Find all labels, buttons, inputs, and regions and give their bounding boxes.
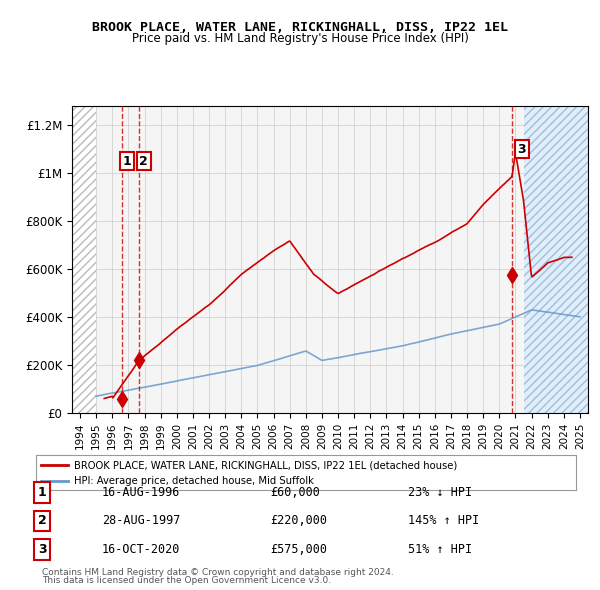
- Text: BROOK PLACE, WATER LANE, RICKINGHALL, DISS, IP22 1EL: BROOK PLACE, WATER LANE, RICKINGHALL, DI…: [92, 21, 508, 34]
- Text: 28-AUG-1997: 28-AUG-1997: [102, 514, 181, 527]
- Text: 1: 1: [38, 486, 46, 499]
- Text: 2: 2: [38, 514, 46, 527]
- Text: 3: 3: [38, 543, 46, 556]
- Text: HPI: Average price, detached house, Mid Suffolk: HPI: Average price, detached house, Mid …: [74, 476, 314, 486]
- Text: This data is licensed under the Open Government Licence v3.0.: This data is licensed under the Open Gov…: [42, 576, 331, 585]
- Text: £575,000: £575,000: [270, 543, 327, 556]
- Bar: [523, 106, 588, 413]
- Text: 23% ↓ HPI: 23% ↓ HPI: [408, 486, 472, 499]
- Text: 1: 1: [123, 155, 131, 168]
- Text: BROOK PLACE, WATER LANE, RICKINGHALL, DISS, IP22 1EL (detached house): BROOK PLACE, WATER LANE, RICKINGHALL, DI…: [74, 460, 457, 470]
- Text: Contains HM Land Registry data © Crown copyright and database right 2024.: Contains HM Land Registry data © Crown c…: [42, 568, 394, 577]
- Text: 3: 3: [517, 143, 526, 156]
- Text: £60,000: £60,000: [270, 486, 320, 499]
- Bar: [72, 106, 96, 413]
- Text: 16-AUG-1996: 16-AUG-1996: [102, 486, 181, 499]
- Text: 2: 2: [139, 155, 148, 168]
- Text: 145% ↑ HPI: 145% ↑ HPI: [408, 514, 479, 527]
- Text: 16-OCT-2020: 16-OCT-2020: [102, 543, 181, 556]
- Text: Price paid vs. HM Land Registry's House Price Index (HPI): Price paid vs. HM Land Registry's House …: [131, 32, 469, 45]
- Text: £220,000: £220,000: [270, 514, 327, 527]
- Text: 51% ↑ HPI: 51% ↑ HPI: [408, 543, 472, 556]
